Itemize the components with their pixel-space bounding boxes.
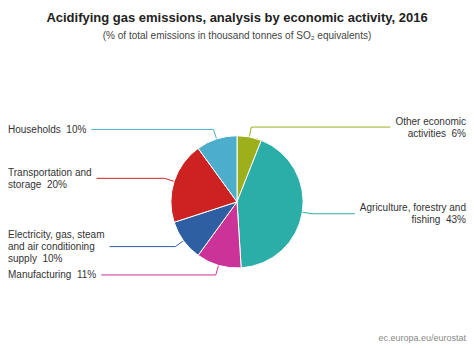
svg-text:ec.europa.eu/eurostat: ec.europa.eu/eurostat	[378, 333, 466, 343]
svg-text:Agriculture, forestry and: Agriculture, forestry and	[360, 202, 466, 213]
svg-text:supply 10%: supply 10%	[8, 253, 63, 264]
svg-text:Other economic: Other economic	[395, 116, 466, 127]
svg-text:Households 10%: Households 10%	[8, 124, 86, 135]
svg-text:storage 20%: storage 20%	[8, 179, 67, 190]
svg-text:and air conditioning: and air conditioning	[8, 241, 95, 252]
svg-text:Acidifying gas emissions, anal: Acidifying gas emissions, analysis by ec…	[46, 10, 427, 25]
svg-text:fishing 43%: fishing 43%	[412, 214, 467, 225]
svg-text:(% of total emissions in thous: (% of total emissions in thousand tonnes…	[103, 30, 371, 41]
svg-text:activities 6%: activities 6%	[408, 128, 466, 139]
svg-text:Transportation and: Transportation and	[8, 167, 92, 178]
svg-text:Electricity, gas, steam: Electricity, gas, steam	[8, 229, 105, 240]
svg-text:Manufacturing 11%: Manufacturing 11%	[8, 269, 96, 280]
